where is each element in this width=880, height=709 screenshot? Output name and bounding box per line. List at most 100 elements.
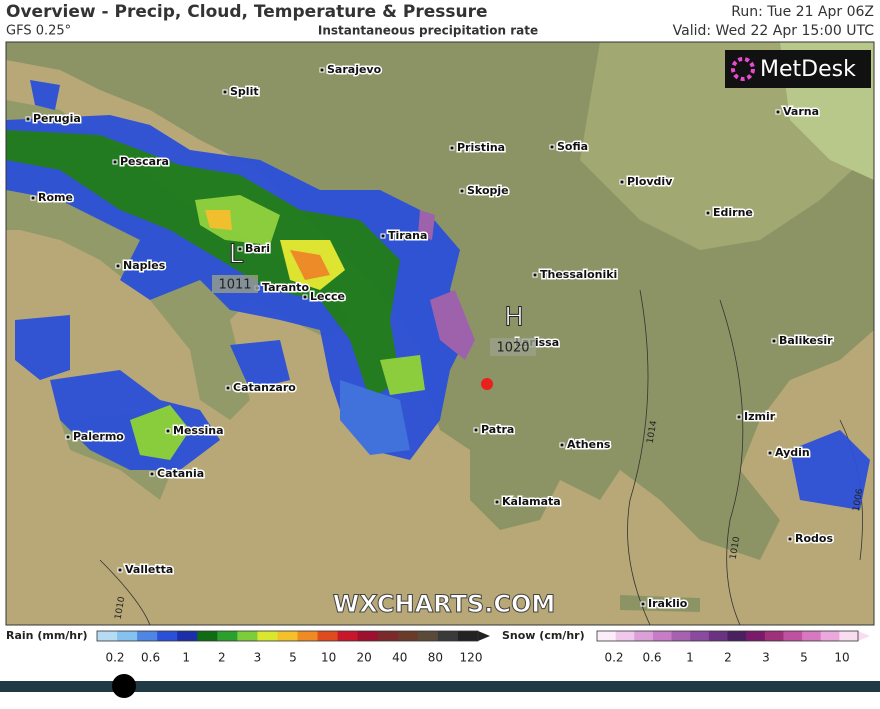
pressure-box [212,275,258,293]
city-label: Catania [157,467,204,480]
timeline[interactable] [0,681,880,692]
color-swatch [377,631,399,641]
city-label: Perugia [33,112,81,125]
city-label: Rome [38,191,73,204]
colorbar-frame [96,630,479,642]
city-label: Skopje [467,184,509,197]
color-swatch [839,631,859,641]
snow-colorbar: 0.2 0.6 1 2 3 5 10 [596,630,870,665]
pressure-value: 1020 [496,341,529,356]
city-dot [112,159,118,165]
rain-legend-title: Rain (mm/hr) [6,629,88,642]
timeline-handle[interactable] [112,674,136,698]
city-label: Thessaloniki [540,268,617,281]
color-swatch [317,631,339,641]
city-dot [640,601,646,607]
city-label: Rodos [795,532,833,545]
city-label: Balikesir [779,334,833,347]
colorbar-arrow [478,631,490,641]
city-dot [65,434,71,440]
watermark: WXCHARTS.COM [333,590,555,618]
model: GFS 0.25° [6,24,71,39]
snow-area [418,210,435,240]
colorbar-tick-label: 0.6 [141,651,160,665]
colorbar-tick-label: 5 [800,651,808,665]
pressure-box [490,338,536,356]
city-dot [775,109,781,115]
color-swatch [634,631,654,641]
city-dot [319,67,325,73]
colorbar-tick-label: 3 [254,651,262,665]
color-swatch [690,631,710,641]
logo-box [725,50,871,88]
color-swatch [746,631,766,641]
city-label: Pescara [120,155,169,168]
city-label: Aydin [775,446,810,459]
color-swatch [117,631,138,641]
colorbar-tick-label: 1 [686,651,694,665]
map-frame [5,41,875,626]
color-swatch [457,631,479,641]
rain-area [30,80,60,110]
city-label: Plovdiv [627,175,673,188]
logo: MetDesk [760,57,856,82]
city-label: Athens [567,438,611,451]
map: Sarajevo Split Perugia Pescara Rome Bari Naple… [5,41,875,626]
rain-area [6,130,400,400]
pressure-value: 1011 [218,278,251,293]
color-swatch [297,631,319,641]
city-dot [25,116,31,122]
city-label: Valletta [125,563,173,576]
city-dot [302,294,308,300]
city-dot [705,210,711,216]
colorbar-frame [596,630,859,642]
city-dot [149,471,155,477]
color-swatch [337,631,359,641]
color-swatch [652,631,673,641]
city-label: Edirne [713,206,753,219]
valid-time: Valid: Wed 22 Apr 15:00 UTC [673,23,875,39]
city-dot [787,536,793,542]
colorbar-tick-label: 1 [182,651,190,665]
city-label: Messina [173,424,224,437]
city-dot [225,385,231,391]
city-label: Iraklio [648,597,688,610]
city-dot [736,414,742,420]
rain-area [790,430,870,510]
rain-area [290,250,330,280]
colorbar-tick-label: 5 [289,651,297,665]
colorbar-tick-label: 0.2 [604,651,623,665]
city-label: Split [230,85,259,98]
subtitle: Instantaneous precipitation rate [318,24,538,38]
colorbar-tick-label: 0.6 [642,651,661,665]
city-dot [459,188,465,194]
rain-area [340,380,410,455]
color-swatch [357,631,379,641]
rain-area [15,315,70,380]
colorbar-tick-label: 20 [357,651,372,665]
color-swatch [597,631,617,641]
isobar-label: 1010 [114,596,128,621]
colorbar-tick-label: 80 [428,651,443,665]
city-label: Taranto [262,281,309,294]
city-dot [115,263,121,269]
color-swatch [157,631,178,641]
city-label: Catanzaro [233,381,296,394]
colorbar-tick-label: 2 [724,651,732,665]
city-label: Kalamata [502,495,561,508]
color-swatch [727,631,747,641]
city-dot [559,442,565,448]
isobar-label: 1014 [646,420,660,445]
city-label: Naples [123,259,166,272]
city-label: Izmir [744,410,776,423]
color-swatch [277,631,299,641]
city-label: Sofia [557,140,588,153]
city-dot [473,427,479,433]
colorbar-tick-label: 120 [460,651,483,665]
colorbar-tick-label: 2 [218,651,226,665]
rain-area [205,210,232,230]
rain-area [130,405,190,460]
colorbar-arrow [858,631,870,641]
city-dot [165,428,171,434]
city-label: Pristina [457,141,505,154]
